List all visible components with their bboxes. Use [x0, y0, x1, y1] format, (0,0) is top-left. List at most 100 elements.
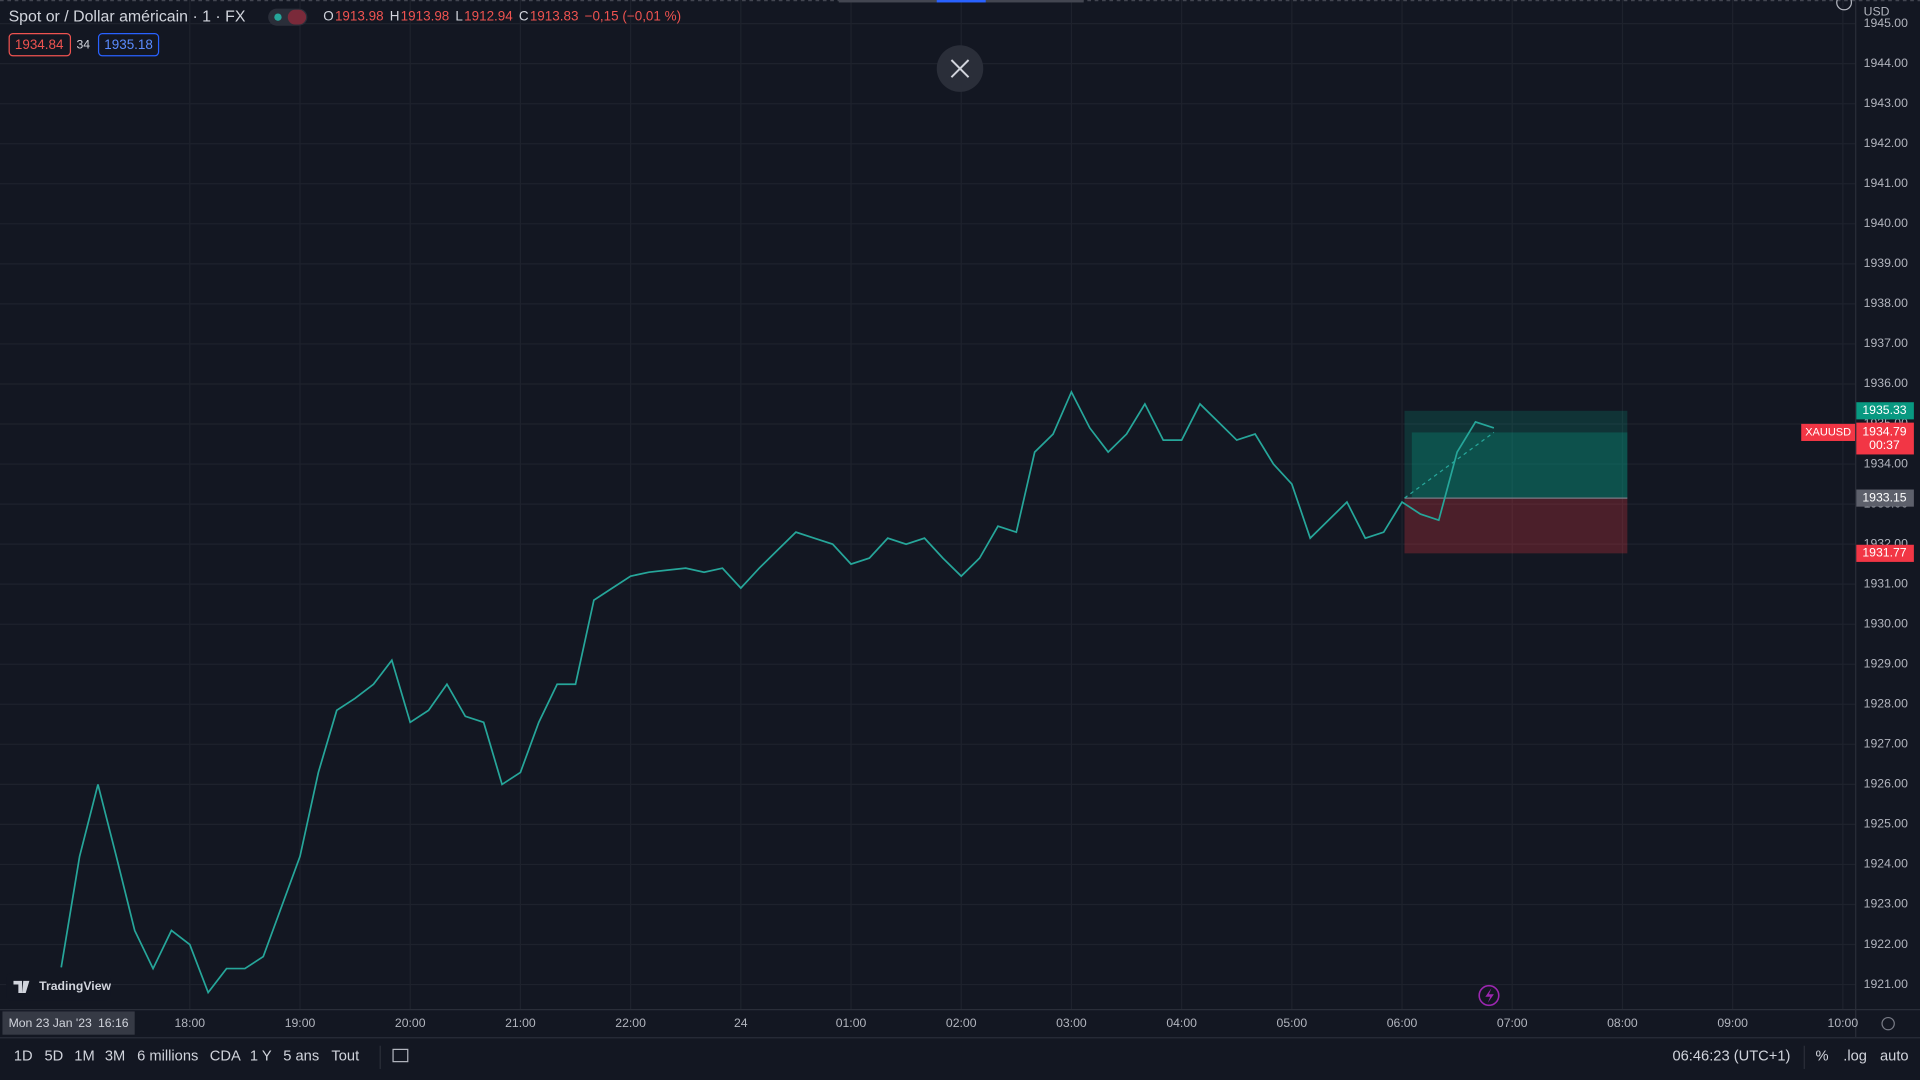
scale-option[interactable]: .log [1843, 1049, 1867, 1065]
logo-icon [13, 980, 30, 994]
x-tick-label: 06:00 [1387, 1016, 1418, 1030]
x-tick-label: 08:00 [1607, 1016, 1638, 1030]
last-price: 1934.79 [1862, 425, 1906, 439]
x-tick-label: 18:00 [174, 1016, 205, 1030]
ohlc-key: O [323, 9, 333, 24]
bid-price: 1934.84 [15, 37, 64, 52]
buy-button[interactable] [97, 33, 160, 57]
x-tick-label: 05:00 [1277, 1016, 1308, 1030]
y-tick-label: 1921.00 [1864, 977, 1908, 991]
ohlc-value: 1913.98 [401, 9, 450, 24]
y-tick-label: 1931.00 [1864, 576, 1908, 590]
range-button[interactable]: 1M [74, 1049, 94, 1065]
symbol-tag-bg [1801, 423, 1856, 441]
toolbar [0, 1037, 1920, 1080]
y-tick-label: 1928.00 [1864, 697, 1908, 711]
x-tick-label: 09:00 [1717, 1016, 1748, 1030]
price-line [60, 389, 1495, 995]
symbol-tag: XAUUSD [1805, 426, 1851, 438]
event-glyph [1485, 988, 1494, 1003]
x-tick-label: 24 [734, 1016, 748, 1030]
range-button[interactable]: 3M [105, 1049, 125, 1065]
y-tick-label: 1944.00 [1864, 56, 1908, 70]
scale-option[interactable]: % [1816, 1049, 1829, 1065]
spread: 34 [76, 38, 90, 52]
scale-option[interactable]: auto [1880, 1049, 1909, 1065]
y-tick-label: 1945.00 [1864, 16, 1908, 30]
top-bar-active [936, 0, 986, 3]
symbol-title: Spot or / Dollar américain · 1 · FX [9, 8, 246, 25]
ask-price: 1935.18 [104, 37, 153, 52]
clock: 06:46:23 (UTC+1) [1672, 1049, 1790, 1065]
range-button[interactable]: 5D [44, 1049, 63, 1065]
y-tick-label: 1940.00 [1864, 216, 1908, 230]
stop-price: 1931.77 [1862, 546, 1906, 560]
ohlc-value: 1913.83 [530, 9, 579, 24]
add-icon[interactable] [1836, 0, 1853, 11]
entry-price: 1933.15 [1862, 490, 1906, 504]
x-tick-label: 21:00 [505, 1016, 536, 1030]
y-tick-label: 1930.00 [1864, 616, 1908, 630]
crosshair-date: Mon 23 Jan '23 [9, 1016, 92, 1030]
last-price-bg [1856, 422, 1914, 455]
y-tick-label: 1938.00 [1864, 296, 1908, 310]
range-button[interactable]: 6 millions [137, 1049, 198, 1065]
range-button[interactable]: 1D [14, 1049, 33, 1065]
event-icon[interactable] [1478, 984, 1500, 1007]
y-tick-label: 1927.00 [1864, 737, 1908, 751]
status-dot [274, 13, 282, 21]
range-button[interactable]: 5 ans [283, 1049, 319, 1065]
y-tick-label: 1939.00 [1864, 256, 1908, 270]
x-tick-label: 20:00 [395, 1016, 426, 1030]
range-button[interactable]: 1 Y [250, 1049, 272, 1065]
ohlc-key: L [455, 9, 463, 24]
x-tick-label: 10:00 [1828, 1016, 1859, 1030]
y-tick-label: 1925.00 [1864, 817, 1908, 831]
x-tick-label: 02:00 [946, 1016, 977, 1030]
y-tick-label: 1922.00 [1864, 937, 1908, 951]
y-tick-label: 1923.00 [1864, 897, 1908, 911]
ohlc-change: −0,15 (−0,01 %) [585, 9, 681, 24]
currency[interactable]: USD [1864, 4, 1890, 18]
ohlc-key: H [390, 9, 400, 24]
settings-icon[interactable] [1881, 1016, 1895, 1031]
ohlc-key: C [519, 9, 529, 24]
y-tick-label: 1926.00 [1864, 777, 1908, 791]
y-tick-label: 1942.00 [1864, 136, 1908, 150]
crosshair-label [2, 1011, 135, 1035]
y-tick-label: 1937.00 [1864, 336, 1908, 350]
x-tick-label: 01:00 [836, 1016, 867, 1030]
compare-icon[interactable] [392, 1048, 409, 1063]
stop-price-bg [1856, 544, 1914, 562]
x-tick-label: 03:00 [1056, 1016, 1087, 1030]
x-tick-label: 04:00 [1166, 1016, 1197, 1030]
target-zone [1404, 410, 1628, 499]
y-tick-label: 1934.00 [1864, 456, 1908, 470]
x-tick-label: 07:00 [1497, 1016, 1528, 1030]
x-tick-label: 22:00 [615, 1016, 646, 1030]
ohlc-value: 1913.98 [335, 9, 384, 24]
toggle-knob [287, 9, 307, 25]
stop-zone [1404, 498, 1628, 554]
profit-zone [1411, 432, 1628, 499]
y-tick-label: 1943.00 [1864, 96, 1908, 110]
sell-button[interactable] [8, 33, 72, 57]
range-button[interactable]: Tout [331, 1049, 359, 1065]
ohlc-value: 1912.94 [464, 9, 513, 24]
x-tick-label: 19:00 [285, 1016, 316, 1030]
range-button[interactable]: CDA [210, 1049, 241, 1065]
target-price-bg [1856, 402, 1914, 420]
y-tick-label: 1924.00 [1864, 857, 1908, 871]
entry-price-bg [1856, 489, 1914, 507]
logo-bg [6, 973, 111, 1001]
y-tick-label: 1929.00 [1864, 656, 1908, 670]
crosshair-time: 16:16 [98, 1016, 129, 1030]
countdown: 00:37 [1869, 438, 1900, 452]
y-tick-label: 1936.00 [1864, 376, 1908, 390]
close-icon [950, 59, 970, 78]
watermark: TradingView [39, 979, 111, 993]
target-price: 1935.33 [1862, 403, 1906, 417]
